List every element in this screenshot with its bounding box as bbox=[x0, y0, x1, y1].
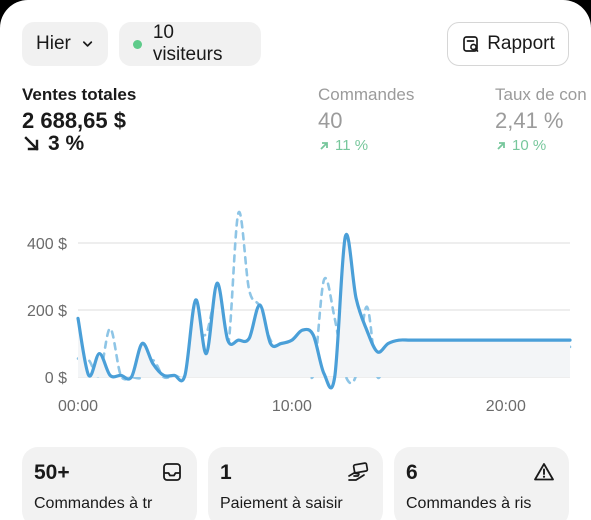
metric-value: 2 688,65 $ bbox=[22, 108, 126, 133]
warning-icon bbox=[534, 463, 554, 481]
series-area-current bbox=[78, 234, 570, 388]
card-label: Paiement à saisir bbox=[220, 495, 343, 512]
card-orders-to-fulfill[interactable]: 50+ Commandes à tr bbox=[22, 447, 197, 520]
arrow-up-right-icon bbox=[320, 142, 328, 150]
inbox-icon bbox=[163, 463, 181, 481]
y-tick-label: 400 $ bbox=[27, 236, 67, 253]
chevron-down-icon bbox=[82, 41, 93, 47]
period-selector[interactable]: Hier bbox=[22, 22, 108, 66]
card-label: Commandes à ris bbox=[406, 495, 532, 512]
arrow-up-right-icon bbox=[497, 142, 505, 150]
y-tick-label: 200 $ bbox=[27, 303, 67, 320]
metric-total-sales[interactable]: Ventes totales 2 688,65 $ 3 % bbox=[22, 84, 136, 154]
sales-line-chart[interactable]: 0 $ 200 $ 400 $ 00:00 10:00 20:00 bbox=[0, 195, 591, 425]
card-value: 6 bbox=[406, 461, 418, 484]
arrow-down-right-icon bbox=[24, 136, 39, 151]
x-tick-label: 20:00 bbox=[486, 398, 526, 415]
metric-change: 10 % bbox=[495, 136, 587, 156]
report-button[interactable]: Rapport bbox=[447, 22, 569, 66]
report-label: Rapport bbox=[487, 33, 555, 54]
card-payment-to-capture[interactable]: 1 Paiement à saisir bbox=[208, 447, 383, 520]
y-tick-label: 0 $ bbox=[45, 370, 67, 387]
card-label: Commandes à tr bbox=[34, 495, 153, 512]
metric-value: 2,41 % bbox=[495, 108, 564, 133]
report-icon bbox=[463, 36, 479, 52]
series-line-current bbox=[76, 232, 572, 390]
metric-label: Ventes totales bbox=[22, 85, 137, 104]
card-value: 50+ bbox=[34, 461, 70, 484]
x-tick-label: 00:00 bbox=[58, 398, 98, 415]
metric-change: 11 % bbox=[318, 136, 414, 156]
card-value: 1 bbox=[220, 461, 232, 484]
x-tick-label: 10:00 bbox=[272, 398, 312, 415]
toolbar: Hier 10 visiteurs Rapport bbox=[22, 22, 569, 66]
live-status-dot bbox=[133, 39, 142, 49]
metric-label: Commandes bbox=[318, 85, 415, 104]
metric-change-value: 3 % bbox=[48, 132, 85, 155]
metric-change-value: 10 % bbox=[512, 137, 547, 154]
metric-value: 40 bbox=[318, 108, 343, 133]
period-label: Hier bbox=[36, 33, 71, 54]
hand-payment-icon bbox=[348, 462, 369, 481]
metric-conversion-rate[interactable]: Taux de con 2,41 % 10 % bbox=[495, 84, 587, 156]
metric-orders[interactable]: Commandes 40 11 % bbox=[318, 84, 414, 156]
live-visitors-button[interactable]: 10 visiteurs bbox=[119, 22, 261, 66]
card-orders-at-risk[interactable]: 6 Commandes à ris bbox=[394, 447, 569, 520]
metric-change-value: 11 % bbox=[335, 137, 369, 154]
metric-label: Taux de con bbox=[495, 85, 587, 104]
metric-change: 3 % bbox=[22, 132, 136, 155]
visitors-label: 10 visiteurs bbox=[152, 22, 223, 65]
